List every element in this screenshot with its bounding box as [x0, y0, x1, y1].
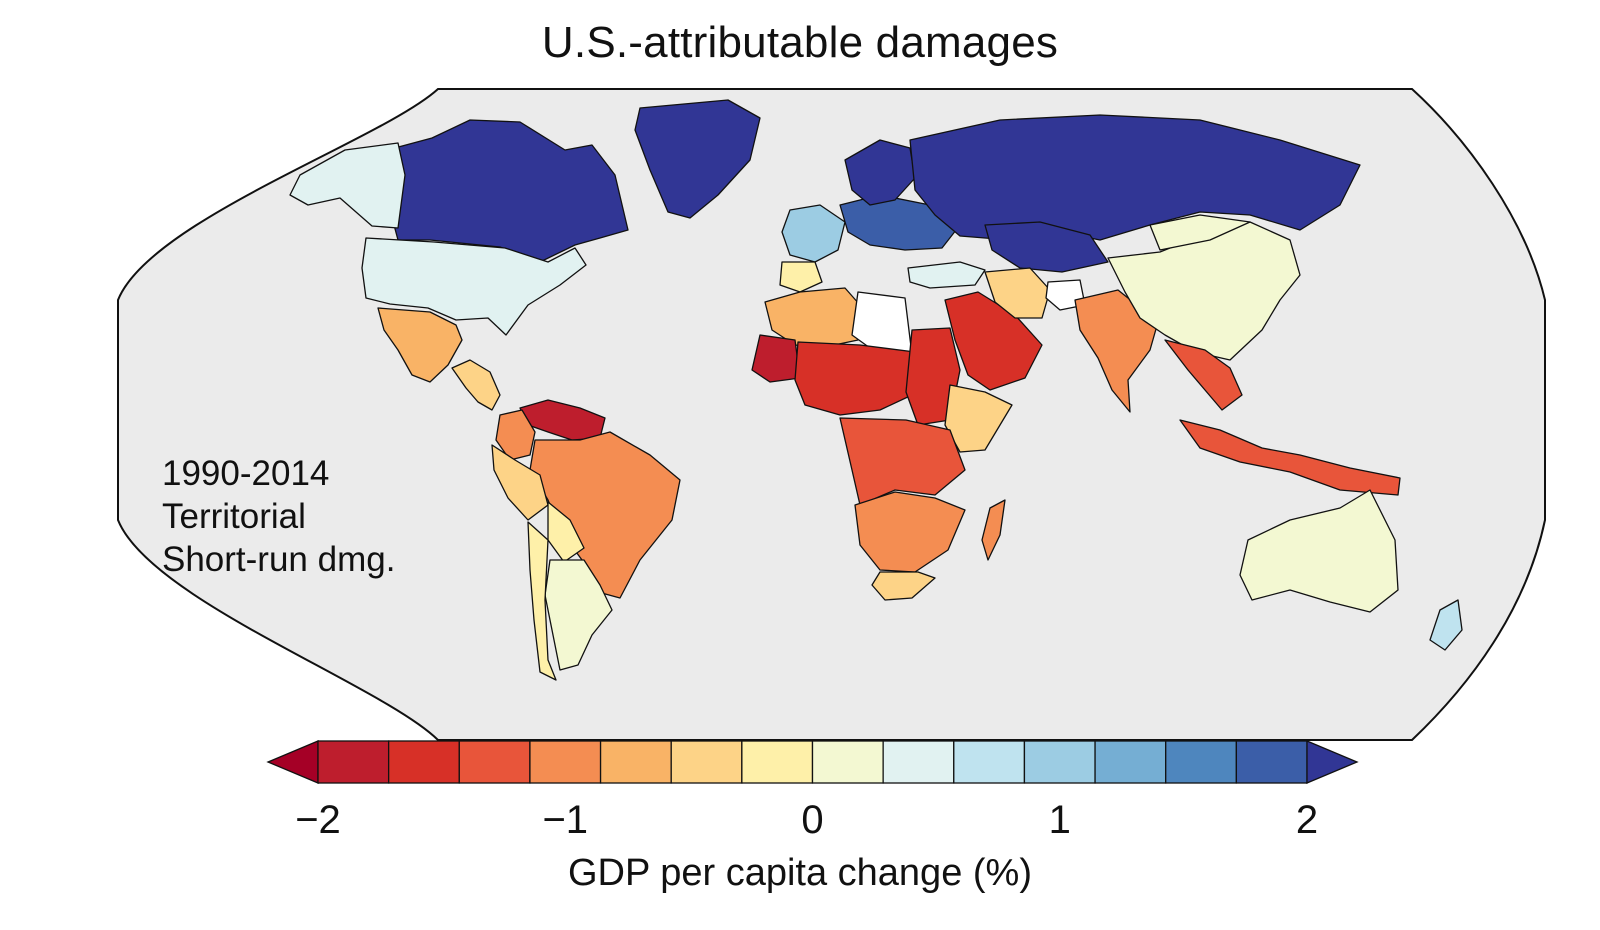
colorbar-bin [1165, 740, 1238, 784]
map-title: U.S.-attributable damages [541, 18, 1059, 67]
colorbar-bin [529, 740, 602, 784]
colorbar-bin [1023, 740, 1096, 784]
region-sahel [794, 341, 916, 416]
region-colombia [495, 409, 536, 461]
colorbar-bin [741, 740, 814, 784]
region-madagascar [981, 499, 1006, 561]
region-bolivia [547, 501, 585, 563]
colorbar-bin [882, 740, 955, 784]
region-iran [984, 267, 1051, 319]
region-iberia [779, 261, 823, 293]
region-central-america [451, 359, 501, 411]
region-new-zealand [1429, 599, 1463, 651]
colorbar-over-arrow [1306, 740, 1359, 784]
colorbar-bin [1235, 740, 1308, 784]
colorbar-bin [811, 740, 884, 784]
region-western-europe [781, 204, 846, 263]
annotation-territorial: Territorial [162, 497, 306, 536]
region-alaska [289, 142, 406, 229]
region-central-africa [839, 417, 966, 506]
colorbar [266, 740, 1359, 784]
colorbar-bin [599, 740, 672, 784]
colorbar-label: GDP per capita change (%) [568, 852, 1032, 894]
region-scandinavia [844, 139, 916, 206]
colorbar-bin [317, 740, 390, 784]
region-indonesia [1179, 419, 1401, 496]
colorbar-tick-label: 2 [1295, 798, 1319, 842]
region-peru [491, 444, 549, 521]
period-annotation: 1990-2014 Territorial Short-run dmg. [162, 452, 395, 581]
colorbar-bin [670, 740, 743, 784]
region-united-states [361, 237, 587, 336]
region-argentina [544, 559, 613, 671]
region-russia [909, 114, 1361, 241]
region-southeast-asia [1164, 339, 1243, 411]
colorbar-tick-label: 0 [801, 798, 824, 842]
region-kazakhstan [984, 221, 1109, 273]
country-regions [289, 99, 1463, 681]
region-greenland [634, 99, 761, 219]
colorbar-bin [953, 740, 1026, 784]
colorbar-under-arrow [266, 740, 319, 784]
region-mexico [377, 307, 463, 383]
region-canada [379, 119, 629, 263]
region-chile [527, 521, 557, 681]
colorbar-tick-label: −1 [542, 798, 589, 842]
region-mongolia [1149, 214, 1251, 251]
colorbar-bin [1094, 740, 1167, 784]
region-turkey [907, 261, 986, 289]
region-horn-of-africa [944, 384, 1013, 453]
colorbar-bin [458, 740, 531, 784]
region-southern-africa [854, 491, 966, 573]
colorbar-bin [387, 740, 460, 784]
colorbar-tick-label: 1 [1048, 798, 1071, 842]
region-south-africa [871, 571, 936, 601]
region-australia [1239, 489, 1399, 613]
colorbar-tick-label: −2 [295, 798, 341, 842]
annotation-years: 1990-2014 [162, 454, 330, 493]
annotation-damage-type: Short-run dmg. [162, 540, 396, 579]
region-mauritania [751, 334, 801, 383]
region-arabian-peninsula [944, 291, 1043, 391]
